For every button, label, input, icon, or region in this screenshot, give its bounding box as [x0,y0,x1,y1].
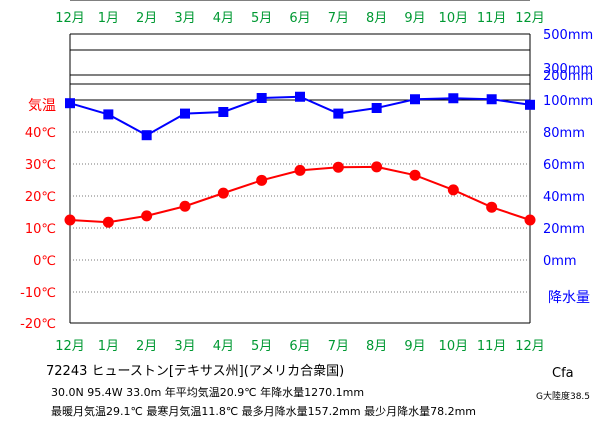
month-label-bottom: 12月 [55,339,85,354]
left-tick-label: 20℃ [25,190,56,205]
month-label-bottom: 1月 [98,339,119,354]
temperature-point [256,174,268,186]
month-label-top: 2月 [136,11,157,26]
right-tick-label: 60mm [543,158,585,173]
precipitation-point [180,108,190,119]
temperature-point [409,169,421,181]
right-tick-label: 100mm [543,94,593,109]
precipitation-point [218,107,229,117]
right-tick-label: 20mm [543,222,585,237]
month-label-top: 3月 [174,11,195,26]
left-tick-label: 0℃ [33,254,56,269]
precipitation-point [256,93,267,103]
month-label-bottom: 9月 [404,339,425,354]
left-tick-label: 10℃ [25,222,56,237]
month-label-bottom: 11月 [477,339,507,354]
right-tick-label: 0mm [543,254,577,269]
axis-labels: 12月 12月 1月 1月 2月 2月 3月 3月 4月 4月 5月 5月 6月 6月 7月 7月 8月 8月 9月… [20,11,593,354]
temperature-point [102,216,114,228]
precipitation-point [333,108,344,119]
precipitation-point [103,109,114,120]
temperature-point [486,201,498,213]
temperature-point [294,164,306,176]
month-label-top: 6月 [289,11,310,26]
precipitation-point [410,94,420,105]
month-label-bottom: 6月 [289,339,310,354]
month-label-top: 9月 [404,11,425,26]
temperature-point [332,161,344,173]
precipitation-line [69,95,531,137]
month-label-top: 7月 [328,11,349,26]
left-tick-label: 30℃ [25,158,56,173]
month-label-bottom: 10月 [439,339,469,354]
month-label-top: 4月 [213,11,234,26]
precipitation-point [525,99,535,110]
temperature-point [447,184,459,196]
temperature-point [524,214,536,226]
precipitation-point [295,91,305,102]
temperature-point [141,210,153,222]
month-label-top: 1月 [98,11,119,26]
series-markers [64,91,536,228]
left-tick-label: 40℃ [25,126,56,141]
month-label-bottom: 12月 [515,339,545,354]
right-tick-label: 80mm [543,126,585,141]
left-axis-title: 気温 [28,98,56,114]
precipitation-point [65,98,75,109]
right-tick-label: 500mm [543,28,593,43]
right-tick-label: 300mm [543,62,593,77]
right-tick-label: 200mm [543,69,593,84]
temperature-point [179,200,191,212]
right-axis-title: 降水量 [548,290,590,306]
month-label-bottom: 7月 [328,339,349,354]
month-label-bottom: 2月 [136,339,157,354]
month-label-top: 11月 [477,11,507,26]
month-label-top: 5月 [251,11,272,26]
left-tick-label: -10℃ [20,286,56,301]
temperature-point [64,214,76,226]
temperature-point [217,187,229,199]
month-label-bottom: 3月 [174,339,195,354]
month-label-bottom: 5月 [251,339,272,354]
month-label-top: 12月 [515,11,545,26]
left-tick-label: -20℃ [20,317,56,332]
precipitation-point [448,93,459,104]
month-label-top: 12月 [55,11,85,26]
month-label-bottom: 8月 [366,339,387,354]
temperature-point [371,161,383,173]
precipitation-point [486,94,497,105]
series-lines [69,95,531,224]
plot-grid [69,0,531,324]
right-tick-label: 40mm [543,190,585,205]
month-label-top: 8月 [366,11,387,26]
month-label-top: 10月 [439,11,469,26]
precipitation-point [141,130,152,141]
precipitation-point [371,103,382,113]
month-label-bottom: 4月 [213,339,234,354]
